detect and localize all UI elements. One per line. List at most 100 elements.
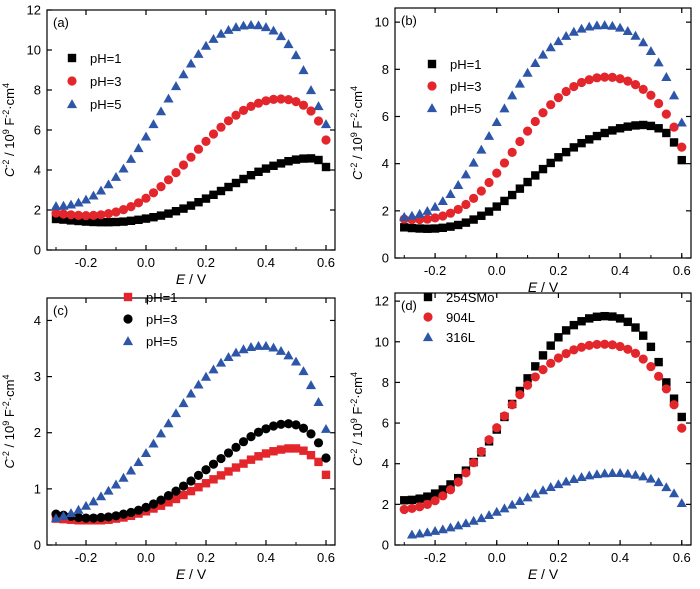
data-point-904l [661,384,671,394]
data-point-ph-1 [306,450,316,460]
data-point-ph-3 [569,81,579,92]
data-point-ph-1 [299,154,308,163]
data-point-316l [468,515,479,525]
series-ph-1 [400,120,686,233]
data-point-ph-1 [246,455,256,464]
data-point-ph-3 [638,84,648,94]
data-point-ph-1 [261,449,271,458]
data-point-ph-3 [51,208,61,218]
data-point-316l [476,513,487,523]
data-point-ph-5 [460,169,471,179]
y-tick-label: 0 [382,251,389,266]
y-tick-label: 12 [27,3,41,18]
legend-label: pH=1 [450,57,481,72]
legend-marker [423,312,433,322]
y-tick-label: 4 [382,456,389,471]
data-point-ph-5 [238,344,249,354]
data-point-904l [677,423,687,433]
data-point-316l [537,485,549,495]
series-904l [399,339,687,515]
data-point-ph-1 [224,467,233,476]
data-point-ph-1 [561,147,571,157]
data-point-ph-5 [320,119,332,129]
data-point-ph-5 [73,197,84,207]
data-point-ph-5 [140,131,152,141]
data-point-ph-5 [290,50,302,60]
data-point-ph-1 [179,204,188,213]
data-point-904l [461,468,471,478]
chart-panel-4: -0.2 0.0 0.2 0.4 0.6 0 2 4 6 8 10 12 (d) E / V C-2 / 1… [349,290,692,582]
x-tick-label: 0.4 [257,255,275,270]
data-point-ph-1 [523,177,532,187]
data-point-316l [507,499,518,509]
data-point-ph-3 [538,108,548,118]
x-tick-label: -0.2 [424,550,446,565]
y-tick-label: 8 [34,83,41,98]
data-point-254smo [662,378,671,387]
data-point-904l [538,365,548,375]
data-point-ph-1 [430,224,440,233]
data-point-ph-5 [140,448,152,458]
x-tick-label: 0.0 [488,550,506,565]
data-point-ph-3 [253,427,264,437]
legend-marker [423,292,433,302]
data-point-904l [546,358,556,368]
data-point-ph-5 [73,504,84,514]
y-axis-title: C-2 / 109 F-2·cm4 [1,375,17,469]
data-point-254smo [669,394,679,403]
data-point-254smo [677,412,686,422]
data-point-ph-5 [437,196,448,206]
data-point-ph-1 [615,124,625,133]
chart-panel-2: -0.2 0.0 0.2 0.4 0.6 0 2 4 6 8 10 (b) E / V C-2 / 109… [349,7,692,295]
data-point-ph-3 [283,419,294,429]
plot-frame [46,297,336,546]
legend: pH=1 pH=3 pH=5 [66,51,121,112]
data-point-ph-5 [275,31,287,41]
data-point-ph-3 [484,177,494,188]
data-point-254smo [639,331,648,340]
data-point-ph-5 [260,340,272,350]
x-tick-label: -0.2 [424,263,446,278]
data-point-ph-1 [600,128,609,138]
data-point-ph-3 [88,513,99,523]
data-point-ph-3 [546,100,556,110]
data-point-904l [654,371,664,381]
data-point-904l [615,341,625,352]
data-point-ph-1 [538,164,548,174]
data-point-ph-5 [50,201,62,211]
data-point-904l [507,400,517,410]
data-point-ph-1 [276,159,286,168]
data-point-ph-5 [118,163,129,173]
data-point-ph-1 [321,162,331,172]
data-point-254smo [608,312,617,321]
data-point-ph-3 [321,135,331,145]
chart-panel-1: -0.2 0.0 0.2 0.4 0.6 0 2 4 6 8 10 12 (a) E / V C-2 / 1… [1,3,336,287]
data-point-ph-1 [639,120,648,130]
data-point-ph-5 [88,496,99,506]
data-point-ph-3 [677,142,687,152]
data-point-ph-1 [269,161,278,170]
data-point-ph-5 [622,26,633,35]
data-point-254smo [561,326,571,335]
series-ph-5 [50,19,332,211]
data-point-ph-3 [111,207,121,217]
legend-label: pH=5 [90,97,121,112]
data-point-ph-5 [215,28,227,38]
y-tick-label: 10 [375,15,389,30]
legend-marker [67,53,77,63]
data-point-ph-3 [96,210,106,220]
data-point-ph-3 [661,109,671,119]
data-point-ph-5 [65,508,77,518]
data-point-ph-1 [246,171,256,180]
data-point-ph-5 [298,65,309,75]
data-point-ph-5 [230,347,242,357]
data-point-904l [638,354,648,364]
data-point-ph-1 [81,217,91,226]
data-point-ph-5 [430,201,441,211]
data-point-316l [445,522,456,532]
data-point-ph-1 [446,222,455,231]
data-point-904l [515,390,525,400]
data-point-ph-5 [95,185,107,195]
data-point-ph-1 [231,463,241,472]
